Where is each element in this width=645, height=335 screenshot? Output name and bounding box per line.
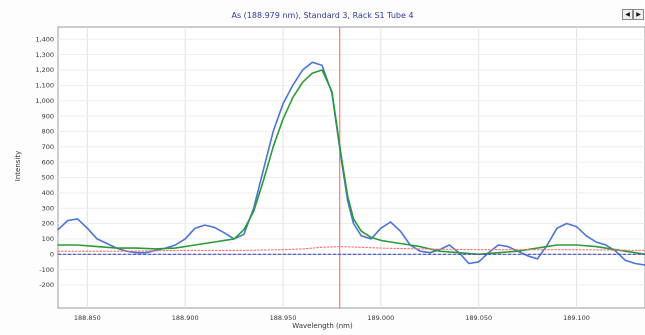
y-tick-label: 400 bbox=[42, 189, 54, 197]
x-tick-label: 188.950 bbox=[270, 314, 297, 322]
y-tick-label: 1,200 bbox=[35, 66, 54, 74]
chart-title: As (188.979 nm), Standard 3, Rack S1 Tub… bbox=[231, 11, 414, 20]
x-tick-label: 188.850 bbox=[74, 314, 101, 322]
y-tick-label: 300 bbox=[42, 204, 54, 212]
y-tick-label: 1,300 bbox=[35, 51, 54, 59]
y-tick-label: 1,100 bbox=[35, 82, 54, 90]
y-tick-label: 1,400 bbox=[35, 35, 54, 43]
next-arrow-icon[interactable]: ▶ bbox=[633, 9, 644, 20]
x-tick-label: 189.100 bbox=[563, 314, 590, 322]
y-tick-label: 600 bbox=[42, 158, 54, 166]
y-tick-label: 0 bbox=[50, 250, 54, 258]
series-line-2 bbox=[57, 69, 645, 256]
y-tick-label: 200 bbox=[42, 220, 54, 228]
x-tick-label: 189.000 bbox=[367, 314, 394, 322]
plot-area bbox=[57, 26, 645, 309]
previous-arrow-icon[interactable]: ◀ bbox=[622, 9, 633, 20]
y-tick-label: 700 bbox=[42, 143, 54, 151]
x-axis-label: Wavelength (nm) bbox=[292, 322, 353, 330]
y-tick-label: 100 bbox=[42, 235, 54, 243]
y-tick-label: -200 bbox=[39, 281, 54, 289]
x-tick-label: 188.900 bbox=[172, 314, 199, 322]
y-tick-label: 1,000 bbox=[35, 97, 54, 105]
y-tick-label: 900 bbox=[42, 112, 54, 120]
y-tick-label: 500 bbox=[42, 174, 54, 182]
y-tick-label: 800 bbox=[42, 128, 54, 136]
series-line-3 bbox=[57, 246, 645, 252]
x-tick-label: 189.050 bbox=[465, 314, 492, 322]
y-tick-label: -100 bbox=[39, 266, 54, 274]
